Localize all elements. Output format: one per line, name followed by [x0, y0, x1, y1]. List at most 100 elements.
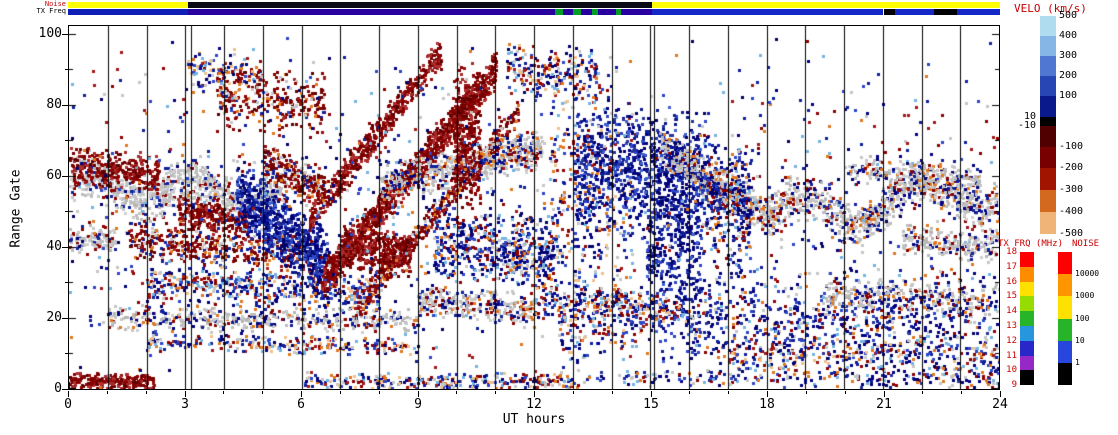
txfreq-colorbar-title: TX FRQ (MHz)	[998, 239, 1064, 249]
colorbar-segment	[1020, 355, 1034, 371]
colorbar-tick-label: 11	[1006, 351, 1017, 361]
colorbar-segment	[1058, 340, 1072, 363]
colorbar-tick-label: 1000	[1075, 291, 1095, 300]
colorbar-segment	[1058, 274, 1072, 297]
plot-area	[68, 25, 1000, 390]
y-axis-tick	[62, 34, 68, 35]
y-axis-tick	[65, 69, 68, 70]
noise-status-strip	[68, 2, 1000, 8]
colorbar-tick-label: 10	[1023, 111, 1036, 122]
y-axis-tick	[65, 353, 68, 354]
y-axis-tick	[65, 282, 68, 283]
x-axis-tick	[728, 391, 729, 394]
noise-strip-label: Noise	[44, 0, 66, 8]
txfreq-strip-segment	[933, 9, 958, 15]
y-axis-tick	[62, 176, 68, 177]
y-axis-tick	[65, 211, 68, 212]
colorbar-segment	[1040, 96, 1056, 117]
colorbar-tick-label: 200	[1059, 70, 1078, 81]
x-axis-tick	[185, 391, 186, 397]
colorbar-segment	[1058, 296, 1072, 319]
colorbar-tick-label: 9	[1011, 380, 1017, 390]
colorbar-tick-label: -500	[1059, 228, 1084, 239]
colorbar-segment	[1040, 56, 1056, 76]
x-axis-tick	[845, 391, 846, 394]
y-tick-label: 100	[38, 26, 62, 41]
colorbar-segment	[1020, 266, 1034, 282]
x-tick-label: 15	[643, 397, 659, 412]
colorbar-segment	[1040, 168, 1056, 190]
colorbar-segment	[1020, 296, 1034, 312]
txfreq-colorbar	[1020, 252, 1034, 386]
x-axis-tick	[223, 391, 224, 394]
noise-strip-segment	[188, 2, 653, 8]
noise-colorbar-title: NOISE	[1072, 239, 1100, 249]
colorbar-tick-label: 15	[1006, 291, 1017, 301]
colorbar-segment	[1020, 325, 1034, 341]
x-axis-tick	[340, 391, 341, 394]
colorbar-tick-label: 500	[1059, 10, 1078, 21]
x-axis-tick	[612, 391, 613, 394]
x-tick-label: 6	[297, 397, 305, 412]
velocity-colorbar	[1040, 16, 1056, 234]
y-tick-label: 0	[54, 381, 62, 396]
colorbar-tick-label: 17	[1006, 262, 1017, 272]
y-axis-tick	[65, 140, 68, 141]
x-axis-tick	[534, 391, 535, 397]
x-axis-tick	[573, 391, 574, 394]
y-tick-label: 40	[46, 239, 62, 254]
colorbar-segment	[1040, 76, 1056, 96]
x-axis-tick	[107, 391, 108, 394]
x-tick-label: 24	[992, 397, 1008, 412]
colorbar-segment	[1040, 117, 1056, 126]
colorbar-segment	[1020, 340, 1034, 356]
txfreq-status-strip	[68, 9, 1000, 15]
x-axis-tick	[689, 391, 690, 394]
x-axis-tick	[495, 391, 496, 394]
txfreq-strip-segment	[957, 9, 1000, 15]
colorbar-tick-label: 100	[1059, 90, 1078, 101]
colorbar-tick-label: 14	[1006, 306, 1017, 316]
colorbar-tick-label: 1	[1075, 358, 1080, 367]
txfreq-strip-segment	[652, 9, 884, 15]
colorbar-tick-label: -100	[1059, 141, 1084, 152]
txfreq-strip-segment	[188, 9, 556, 15]
x-axis-tick	[961, 391, 962, 394]
colorbar-tick-label: -400	[1059, 206, 1084, 217]
colorbar-segment	[1058, 252, 1072, 275]
noise-strip-segment	[68, 2, 189, 8]
colorbar-segment	[1020, 311, 1034, 326]
x-tick-label: 0	[64, 397, 72, 412]
txfreq-strip-segment	[68, 9, 189, 15]
x-tick-label: 12	[526, 397, 542, 412]
colorbar-tick-label: 100	[1075, 314, 1090, 323]
velocity-colorbar-title: VELO (km/s)	[1014, 2, 1087, 15]
txfreq-strip-segment	[598, 9, 616, 15]
colorbar-tick-label: -300	[1059, 184, 1084, 195]
x-axis-tick	[262, 391, 263, 394]
noise-strip-segment	[652, 2, 1000, 8]
colorbar-tick-label: 400	[1059, 30, 1078, 41]
colorbar-tick-label: 10	[1075, 336, 1085, 345]
txfreq-strip-label: TX Freq	[36, 7, 66, 15]
x-axis-tick	[418, 391, 419, 397]
x-axis-tick	[884, 391, 885, 397]
colorbar-segment	[1020, 370, 1034, 386]
velocity-scatter-canvas	[69, 26, 999, 389]
colorbar-segment	[1040, 212, 1056, 234]
y-tick-label: 80	[46, 97, 62, 112]
colorbar-tick-label: -10	[1017, 120, 1036, 131]
txfreq-strip-segment	[563, 9, 573, 15]
colorbar-segment	[1040, 36, 1056, 56]
x-axis-tick	[1000, 391, 1001, 397]
x-axis-tick	[146, 391, 147, 394]
x-axis-tick	[767, 391, 768, 397]
colorbar-segment	[1040, 190, 1056, 212]
y-tick-label: 60	[46, 168, 62, 183]
txfreq-strip-segment	[572, 9, 581, 15]
txfreq-strip-segment	[895, 9, 934, 15]
colorbar-tick-label: 18	[1006, 247, 1017, 257]
colorbar-tick-label: 300	[1059, 50, 1078, 61]
colorbar-tick-label: 13	[1006, 321, 1017, 331]
